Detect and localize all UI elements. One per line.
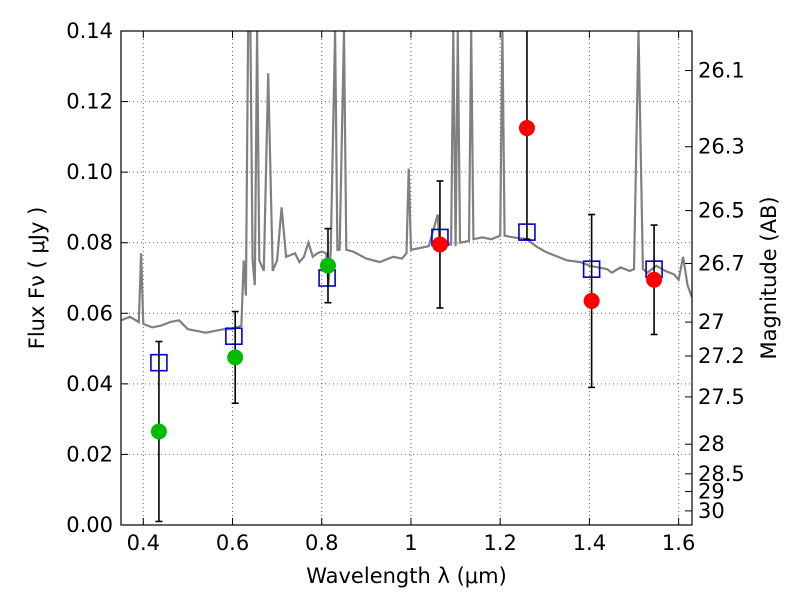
x-tick-label: 1.4 bbox=[573, 531, 606, 555]
y-tick-label: 0.10 bbox=[66, 160, 113, 184]
y2-tick-label: 26.3 bbox=[698, 135, 745, 159]
y2-tick-label: 29 bbox=[698, 479, 725, 503]
x-tick-label: 0.4 bbox=[127, 531, 160, 555]
data-point bbox=[319, 257, 336, 274]
data-point bbox=[646, 271, 663, 288]
plot-area bbox=[121, 31, 692, 523]
data-point bbox=[518, 120, 535, 137]
x-axis-label: Wavelength λ (μm) bbox=[306, 564, 507, 588]
y2-tick-label: 26.7 bbox=[698, 252, 745, 276]
y2-tick-label: 28 bbox=[698, 432, 725, 456]
model-photometry-square bbox=[225, 327, 243, 346]
y2-tick-label: 27.2 bbox=[698, 344, 745, 368]
y-tick-label: 0.02 bbox=[66, 442, 113, 466]
y-tick-label: 0.04 bbox=[66, 372, 113, 396]
spectrum-line bbox=[121, 31, 692, 334]
y2-tick-label: 28.5 bbox=[698, 462, 745, 486]
y2-tick-label: 27.5 bbox=[698, 385, 745, 409]
y-tick-label: 0.12 bbox=[66, 90, 113, 114]
data-point bbox=[583, 292, 600, 309]
y-tick-label: 0.06 bbox=[66, 301, 113, 325]
x-tick-label: 0.8 bbox=[305, 531, 338, 555]
data-point bbox=[431, 236, 448, 253]
data-point bbox=[227, 349, 244, 366]
y2-axis-label: Magnitude (AB) bbox=[757, 196, 781, 359]
y2-tick-label: 26.1 bbox=[698, 59, 745, 83]
y-tick-label: 0.00 bbox=[66, 513, 113, 537]
x-tick-label: 1.2 bbox=[483, 531, 516, 555]
y-tick-label: 0.08 bbox=[66, 231, 113, 255]
y2-tick-label: 30 bbox=[698, 499, 725, 523]
data-point bbox=[150, 423, 167, 440]
x-tick-label: 1.6 bbox=[662, 531, 695, 555]
y2-tick-label: 26.5 bbox=[698, 199, 745, 223]
x-tick-label: 1 bbox=[404, 531, 417, 555]
y2-tick-label: 27 bbox=[698, 310, 725, 334]
y-axis-label: Flux Fν ( μJy ) bbox=[25, 207, 49, 350]
x-tick-label: 0.6 bbox=[216, 531, 249, 555]
y-tick-label: 0.14 bbox=[66, 19, 113, 43]
plot-frame bbox=[120, 30, 693, 526]
